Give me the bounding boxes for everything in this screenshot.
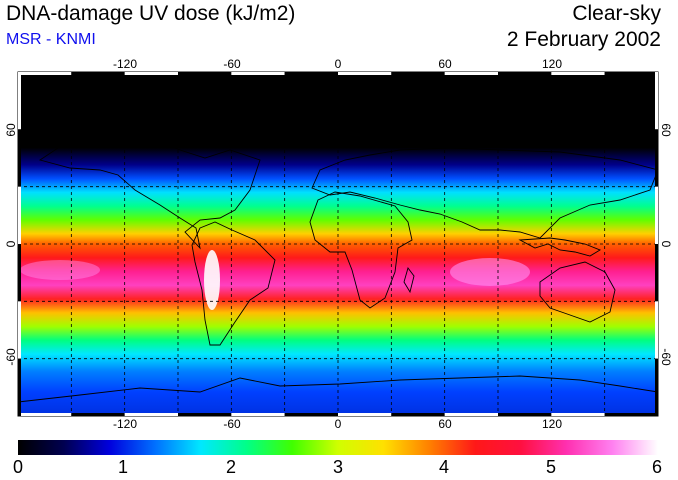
frame-tick-bar <box>124 72 178 75</box>
lat-label-left-60: 60 <box>4 123 18 137</box>
frame-tick-bar <box>18 413 72 416</box>
colorbar-label-5: 5 <box>546 457 557 477</box>
antarctica-coast <box>18 375 658 403</box>
date-label: 2 February 2002 <box>506 28 661 51</box>
frame-tick-bar <box>231 413 285 416</box>
frame-tick-bar <box>124 413 178 416</box>
colorbar <box>18 440 658 455</box>
source-label: MSR - KNMI <box>6 31 96 48</box>
frame-tick-bar <box>178 413 232 416</box>
frame-tick-bar <box>178 72 232 75</box>
frame-tick-bar <box>551 413 605 416</box>
greenland-coast <box>239 109 301 149</box>
frame-tick-bar <box>18 129 21 187</box>
colorbar-label-6: 6 <box>652 457 663 477</box>
coastlines <box>18 109 658 403</box>
frame-tick-bar <box>444 72 498 75</box>
lon-label-bottom-60: 60 <box>438 417 452 431</box>
frame-tick-bar <box>655 244 658 302</box>
madagascar-coast <box>403 267 415 294</box>
lon-label-top-120: 120 <box>542 57 562 71</box>
colorbar-label-2: 2 <box>226 457 237 477</box>
frame-tick-bar <box>604 413 658 416</box>
lat-label-right-60: 60 <box>659 123 673 137</box>
frame-tick-bar <box>18 301 21 359</box>
colorbar-label-0: 0 <box>13 457 24 477</box>
lon-label-bottom-neg120: -120 <box>113 417 137 431</box>
frame-tick-bar <box>444 413 498 416</box>
lon-label-top-0: 0 <box>335 57 342 71</box>
frame-tick-bar <box>604 72 658 75</box>
north-america-coast <box>38 129 261 250</box>
frame-tick-bar <box>338 413 392 416</box>
frame-tick-bar <box>284 413 338 416</box>
lon-label-bottom-0: 0 <box>335 417 342 431</box>
indian-ocean-high-dose-patch <box>450 258 530 286</box>
frame-tick-bar <box>18 72 21 130</box>
frame-tick-bar <box>391 413 445 416</box>
colorbar-label-3: 3 <box>333 457 344 477</box>
australia-coast <box>539 261 616 323</box>
frame-tick-bar <box>18 244 21 302</box>
frame-tick-bar <box>655 186 658 244</box>
frame-tick-bar <box>655 129 658 187</box>
frame-tick-bar <box>18 358 21 416</box>
frame-tick-bar <box>18 72 72 75</box>
frame-tick-bar <box>71 72 125 75</box>
andes-high-dose-patch <box>204 250 220 310</box>
frame-tick-bar <box>498 413 552 416</box>
lat-label-left-neg60: -60 <box>4 348 18 366</box>
lat-label-left-0: 0 <box>4 240 18 247</box>
frame-tick-bar <box>655 358 658 416</box>
frame-tick-bar <box>18 186 21 244</box>
south-america-coast <box>191 221 276 346</box>
colorbar-label-1: 1 <box>118 457 129 477</box>
frame-tick-bar <box>498 72 552 75</box>
frame-tick-bar <box>655 301 658 359</box>
map-title: DNA-damage UV dose (kJ/m2) <box>6 2 296 25</box>
lon-label-top-neg60: -60 <box>223 57 241 71</box>
maritime-continent-coast <box>518 237 602 257</box>
lon-label-top-60: 60 <box>438 57 452 71</box>
colorbar-label-4: 4 <box>439 457 450 477</box>
lat-label-right-0: 0 <box>659 241 673 248</box>
lon-label-bottom-neg60: -60 <box>223 417 241 431</box>
frame-tick-bar <box>231 72 285 75</box>
lon-label-bottom-120: 120 <box>542 417 562 431</box>
lat-label-right-neg60: -60 <box>659 348 673 366</box>
europe-asia-coast <box>311 147 658 239</box>
graticule <box>18 72 658 416</box>
africa-coast <box>309 191 413 309</box>
frame-tick-bar <box>284 72 338 75</box>
frame-tick-bar <box>391 72 445 75</box>
sky-condition-label: Clear-sky <box>572 2 661 25</box>
frame-tick-bar <box>71 413 125 416</box>
frame-tick-bar <box>551 72 605 75</box>
frame-tick-bar <box>338 72 392 75</box>
frame-tick-bar <box>655 72 658 130</box>
uv-dose-map: -120 -60 0 60 120 -120 -60 0 60 120 60 0… <box>4 57 673 431</box>
lon-label-top-neg120: -120 <box>113 57 137 71</box>
pacific-high-dose-patch <box>20 260 100 280</box>
frame-tick-bars <box>18 72 658 416</box>
